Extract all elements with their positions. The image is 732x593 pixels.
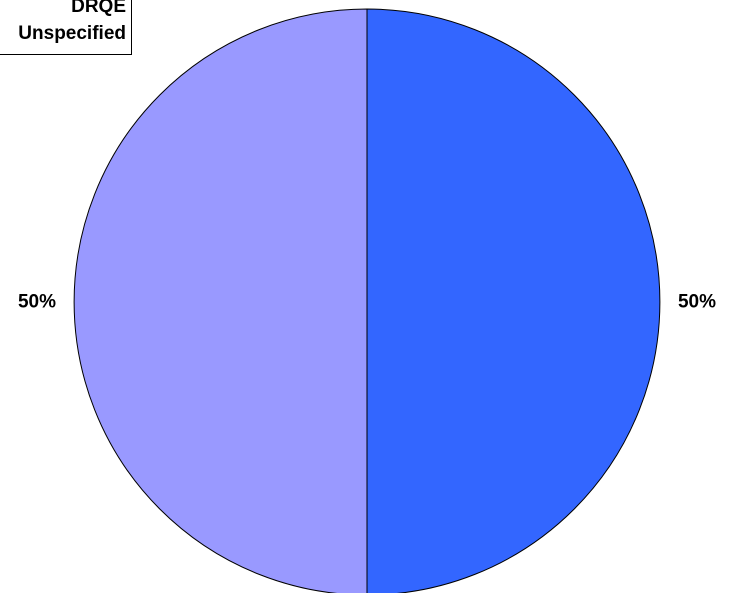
slice-label-unspecified: 50% bbox=[18, 292, 56, 313]
slice-label-drqe: 50% bbox=[678, 292, 716, 313]
legend-item-drqe: DRQE bbox=[71, 0, 126, 17]
pie-slice-drqe bbox=[366, 8, 661, 593]
pie-slice-unspecified bbox=[73, 8, 368, 593]
legend-item-unspecified: Unspecified bbox=[18, 23, 126, 44]
legend: DRQE Unspecified bbox=[0, 0, 132, 55]
